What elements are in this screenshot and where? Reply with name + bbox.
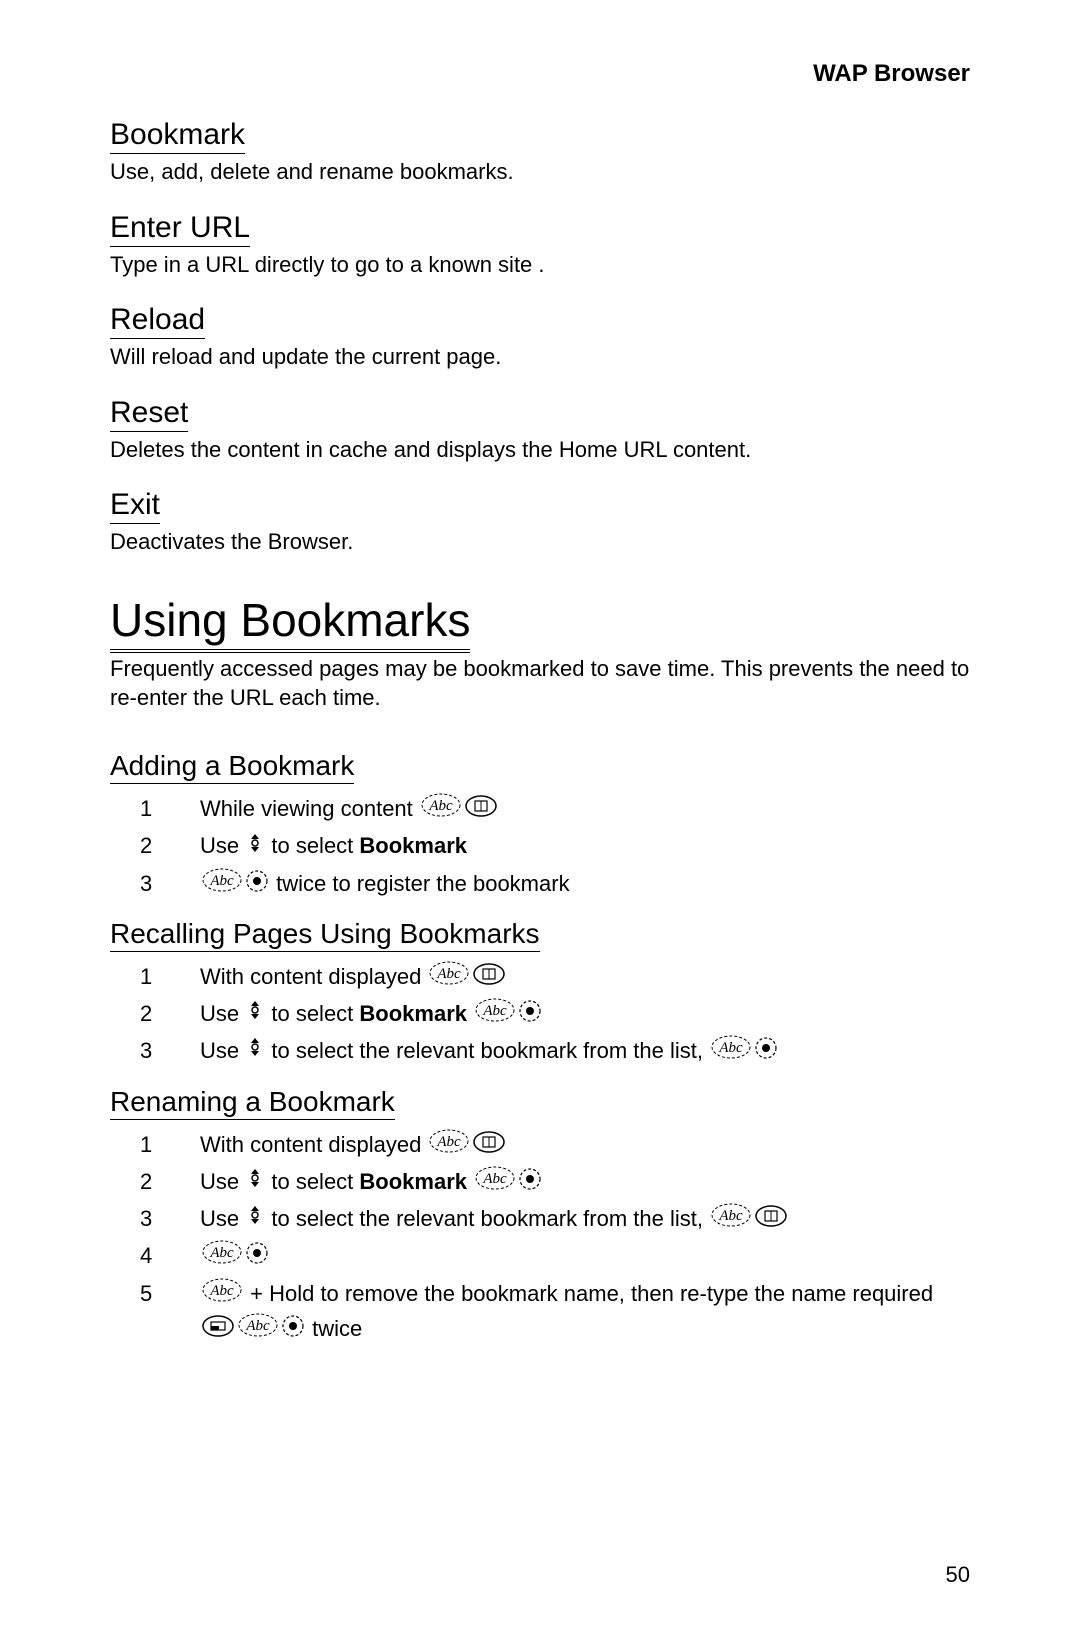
section-heading-bookmark: Bookmark bbox=[110, 118, 245, 154]
step-number: 3 bbox=[140, 867, 200, 901]
press-icon bbox=[711, 1035, 751, 1069]
section-heading-enterurl: Enter URL bbox=[110, 211, 250, 247]
step-row: 1While viewing content bbox=[140, 792, 970, 827]
step-text: twice to register the bookmark bbox=[200, 867, 970, 902]
section-desc-bookmark: Use, add, delete and rename bookmarks. bbox=[110, 158, 970, 187]
step-number: 1 bbox=[140, 1128, 200, 1162]
step-row: 1With content displayed bbox=[140, 1128, 970, 1163]
select-icon bbox=[519, 1166, 541, 1200]
step-text: Use to select Bookmark bbox=[200, 997, 970, 1032]
step-text: With content displayed bbox=[200, 960, 970, 995]
clear-icon bbox=[202, 1313, 234, 1347]
section-heading-reload: Reload bbox=[110, 303, 205, 339]
menu-icon bbox=[465, 793, 497, 827]
step-number: 2 bbox=[140, 829, 200, 863]
nav-icon bbox=[247, 1035, 263, 1069]
step-row: 1With content displayed bbox=[140, 960, 970, 995]
step-row: 5 + Hold to remove the bookmark name, th… bbox=[140, 1277, 970, 1347]
nav-icon bbox=[247, 998, 263, 1032]
step-row: 2Use to select Bookmark bbox=[140, 997, 970, 1032]
step-row: 3Use to select the relevant bookmark fro… bbox=[140, 1034, 970, 1069]
steps-renaming: 1With content displayed 2Use to select B… bbox=[140, 1128, 970, 1347]
step-number: 2 bbox=[140, 997, 200, 1031]
section-desc-exit: Deactivates the Browser. bbox=[110, 528, 970, 557]
step-number: 3 bbox=[140, 1202, 200, 1236]
sub-heading-renaming: Renaming a Bookmark bbox=[110, 1086, 395, 1120]
press-icon bbox=[429, 1129, 469, 1163]
step-text: With content displayed bbox=[200, 1128, 970, 1163]
section-desc-reset: Deletes the content in cache and display… bbox=[110, 436, 970, 465]
step-text: Use to select the relevant bookmark from… bbox=[200, 1034, 970, 1069]
nav-icon bbox=[247, 1203, 263, 1237]
section-heading-reset: Reset bbox=[110, 396, 188, 432]
press-icon bbox=[202, 1278, 242, 1312]
step-number: 3 bbox=[140, 1034, 200, 1068]
step-text: + Hold to remove the bookmark name, then… bbox=[200, 1277, 970, 1347]
step-text bbox=[200, 1239, 970, 1274]
steps-recalling: 1With content displayed 2Use to select B… bbox=[140, 960, 970, 1070]
main-desc: Frequently accessed pages may be bookmar… bbox=[110, 655, 970, 712]
step-row: 2Use to select Bookmark bbox=[140, 829, 970, 864]
step-row: 3 twice to register the bookmark bbox=[140, 867, 970, 902]
step-text: Use to select the relevant bookmark from… bbox=[200, 1202, 970, 1237]
step-number: 5 bbox=[140, 1277, 200, 1311]
sub-heading-adding: Adding a Bookmark bbox=[110, 750, 354, 784]
step-row: 4 bbox=[140, 1239, 970, 1274]
select-icon bbox=[246, 868, 268, 902]
select-icon bbox=[282, 1313, 304, 1347]
select-icon bbox=[519, 998, 541, 1032]
select-icon bbox=[246, 1240, 268, 1274]
page-header: WAP Browser bbox=[110, 60, 970, 88]
step-number: 1 bbox=[140, 960, 200, 994]
section-desc-enterurl: Type in a URL directly to go to a known … bbox=[110, 251, 970, 280]
section-heading-exit: Exit bbox=[110, 488, 160, 524]
press-icon bbox=[202, 868, 242, 902]
menu-icon bbox=[473, 961, 505, 995]
menu-icon bbox=[755, 1203, 787, 1237]
menu-icon bbox=[473, 1129, 505, 1163]
step-row: 3Use to select the relevant bookmark fro… bbox=[140, 1202, 970, 1237]
press-icon bbox=[475, 1166, 515, 1200]
step-text: While viewing content bbox=[200, 792, 970, 827]
press-icon bbox=[238, 1313, 278, 1347]
press-icon bbox=[202, 1240, 242, 1274]
section-desc-reload: Will reload and update the current page. bbox=[110, 343, 970, 372]
step-number: 4 bbox=[140, 1239, 200, 1273]
select-icon bbox=[755, 1035, 777, 1069]
nav-icon bbox=[247, 1166, 263, 1200]
sections-container: Bookmark Use, add, delete and rename boo… bbox=[110, 118, 970, 557]
press-icon bbox=[475, 998, 515, 1032]
sub-heading-recalling: Recalling Pages Using Bookmarks bbox=[110, 918, 540, 952]
steps-adding: 1While viewing content 2Use to select Bo… bbox=[140, 792, 970, 902]
step-text: Use to select Bookmark bbox=[200, 829, 970, 864]
step-text: Use to select Bookmark bbox=[200, 1165, 970, 1200]
main-heading: Using Bookmarks bbox=[110, 593, 470, 649]
nav-icon bbox=[247, 831, 263, 865]
step-number: 2 bbox=[140, 1165, 200, 1199]
step-row: 2Use to select Bookmark bbox=[140, 1165, 970, 1200]
press-icon bbox=[421, 793, 461, 827]
press-icon bbox=[429, 961, 469, 995]
press-icon bbox=[711, 1203, 751, 1237]
page-number: 50 bbox=[946, 1562, 970, 1588]
step-number: 1 bbox=[140, 792, 200, 826]
